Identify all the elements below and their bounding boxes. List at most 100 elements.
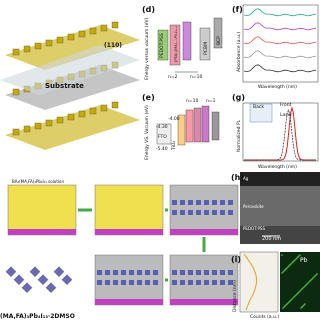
eds-dot: [289, 264, 291, 266]
eds-dot: [297, 292, 299, 294]
eds-dot: [304, 303, 306, 305]
layer-label: PEDOT:PSS: [243, 226, 265, 231]
axis-title: Wavelength (nm): [258, 164, 297, 170]
level-label: -4.30: [156, 124, 168, 130]
panel-label: (i): [231, 255, 241, 264]
element-label: Pb: [300, 257, 308, 264]
molecule: [13, 274, 25, 285]
eds-dot: [284, 305, 286, 307]
axis-title: Energy VS. Vacuum (eV): [144, 105, 150, 160]
eds-dot: [291, 298, 293, 300]
eds-dot: [296, 293, 298, 295]
absorbance-curve: [243, 50, 317, 59]
layer-label: Ag: [243, 176, 249, 181]
eds-dot: [290, 299, 292, 301]
eds-dot: [302, 305, 304, 307]
absorbance-curve: [243, 36, 317, 45]
layer-label: BCP: [216, 36, 222, 45]
eds-dot: [284, 269, 286, 271]
n-label: n=10: [190, 74, 202, 80]
molecule: [45, 282, 57, 293]
crystal: [228, 280, 233, 285]
octahedron: [100, 24, 108, 32]
crystal: [121, 280, 126, 285]
energy-band: [177, 114, 186, 146]
axis-title: Absorbance (a.u.): [236, 32, 242, 72]
crystal-layer: [5, 105, 140, 150]
eds-dot: [294, 295, 296, 297]
crystal: [196, 200, 201, 205]
eds-dot: [304, 285, 306, 287]
pl-curve: [244, 108, 316, 161]
crystal-layer: [5, 25, 140, 70]
inset: [249, 103, 273, 123]
eds-dot: [288, 301, 290, 303]
crystal: [113, 280, 118, 285]
octahedron: [12, 48, 20, 56]
eds-dot: [287, 302, 289, 304]
energy-band: [201, 105, 210, 143]
eds-dot: [295, 294, 297, 296]
eds-dot: [303, 286, 305, 288]
crystal: [97, 280, 102, 285]
substrate-label: Substrate: [45, 82, 84, 90]
crystal: [196, 280, 201, 285]
substrate-strip: [170, 229, 238, 235]
octahedron: [45, 119, 53, 127]
eds-dot: [286, 303, 288, 305]
crystal: [172, 200, 177, 205]
crystal: [121, 270, 126, 275]
axis-title: Wavelength (nm): [258, 84, 297, 90]
crystal: [188, 280, 193, 285]
level-label: -5.40: [156, 146, 168, 152]
profile-curve: [243, 253, 258, 311]
eds-dot: [300, 307, 302, 309]
panel-label: (h): [231, 173, 244, 182]
eds-dot: [282, 271, 284, 273]
layer-label: FTO: [158, 134, 167, 140]
crystal: [212, 210, 217, 215]
eds-dot: [283, 306, 285, 308]
crystal: [188, 270, 193, 275]
inset-label: Back: [253, 104, 264, 110]
tem-layer: [240, 226, 320, 244]
layer-label: PCBM: [203, 42, 209, 55]
layer-label: Perovskite: [243, 204, 264, 209]
energy-band: [193, 107, 202, 143]
absorbance-curve: [243, 22, 317, 31]
eds-dot: [311, 278, 313, 280]
crystal: [212, 270, 217, 275]
crystal: [180, 210, 185, 215]
eds-dot: [283, 270, 285, 272]
crystal: [105, 270, 110, 275]
eds-dot: [293, 260, 295, 262]
molecule: [61, 274, 73, 285]
crystal: [180, 280, 185, 285]
layer-label: (PEA)₂(MA)ₙ₋₁PbₙI₃ₙ₊₁: [174, 25, 178, 62]
panel-label: (g): [232, 93, 245, 102]
eds-dot: [295, 258, 297, 260]
eds-dot: [303, 304, 305, 306]
octahedron: [34, 122, 42, 130]
crystal: [180, 200, 185, 205]
crystal: [180, 270, 185, 275]
crystal: [172, 270, 177, 275]
eds-dot: [315, 274, 317, 276]
crystal: [220, 200, 225, 205]
crystal: [137, 270, 142, 275]
profile-bg: [239, 251, 279, 313]
energy-band: [185, 109, 194, 143]
crystal: [129, 280, 134, 285]
crystal: [145, 270, 150, 275]
eds-dot: [282, 307, 284, 309]
molecule: [37, 274, 49, 285]
eds-dot: [286, 267, 288, 269]
level-label: -4.00: [168, 116, 180, 122]
eds-dot: [285, 268, 287, 270]
plot-frame: [242, 4, 319, 83]
crystal: [153, 270, 158, 275]
octahedron: [89, 107, 97, 115]
inset-label: Front: [280, 102, 292, 108]
crystal: [204, 270, 209, 275]
crystal: [204, 280, 209, 285]
